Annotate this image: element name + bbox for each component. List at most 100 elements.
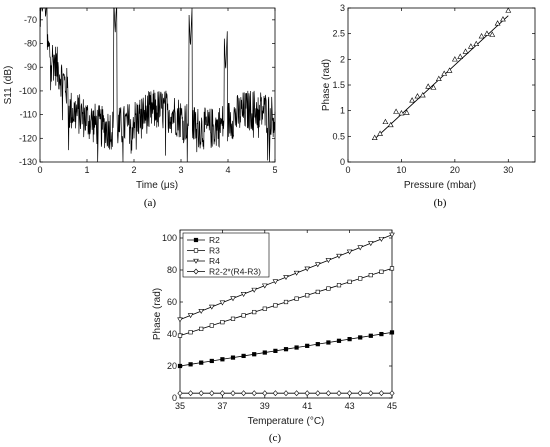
panel-c-marker	[252, 309, 257, 315]
panel-b-x-axis-label: Pressure (mbar)	[404, 180, 476, 191]
panel-b-data-point	[457, 53, 464, 59]
panel-c-marker	[251, 287, 258, 293]
panel-c-marker	[273, 348, 278, 353]
panel-c-marker	[315, 342, 320, 347]
panel-c-marker	[188, 362, 193, 367]
panel-a-y-tick-label: -120	[19, 133, 37, 143]
panel-c-marker	[262, 350, 267, 355]
panel-b-y-tick-label: 0.5	[332, 131, 345, 141]
panel-c-marker	[389, 266, 395, 271]
panel-c-marker	[240, 292, 247, 297]
panel-c-marker	[177, 317, 183, 323]
legend-marker	[193, 248, 199, 253]
panel-c-x-tick-label: 43	[345, 401, 355, 411]
panel-c-marker	[199, 326, 204, 331]
panel-c-marker	[241, 390, 247, 397]
panel-c-marker	[230, 316, 236, 321]
panel-c-marker	[272, 390, 278, 397]
panel-c-y-tick-label: 20	[167, 361, 177, 371]
panel-b-data-point	[462, 48, 469, 54]
panel-c-marker	[177, 390, 183, 397]
panel-c-marker	[346, 249, 353, 255]
panel-b-fit-line	[374, 15, 509, 140]
panel-a-x-tick-label: 1	[84, 165, 89, 175]
panel-c-series-R3	[177, 266, 395, 338]
panel-b-data-point	[414, 93, 421, 99]
panel-c-marker	[305, 293, 310, 298]
panel-c-marker	[209, 358, 214, 364]
panel-a-y-tick-label: -110	[20, 110, 37, 120]
legend-marker	[193, 268, 199, 275]
panel-b-y-tick-label: 3	[340, 3, 345, 13]
panel-c-marker	[358, 276, 363, 281]
panel-a-x-tick-label: 3	[178, 165, 183, 175]
panel-c-marker	[336, 390, 342, 397]
panel-c-marker	[283, 275, 289, 281]
panel-c-marker	[272, 279, 279, 285]
panel-b-data-point	[505, 7, 512, 13]
panel-c-marker	[304, 266, 311, 272]
panel-b-y-tick-label: 2	[340, 54, 345, 64]
panel-a-s11-time-plot: 0 1 2 3 4 5 -70 -80 -90 -100 -110 -120 -130 Time (μs…	[3, 7, 278, 209]
panel-c-marker	[252, 352, 257, 357]
panel-c-marker	[177, 333, 183, 338]
panel-b-data-point	[430, 84, 437, 90]
panel-a-x-tick-label: 0	[37, 165, 42, 175]
panel-c-marker	[389, 232, 395, 238]
panel-c-marker	[389, 390, 395, 397]
panel-c-marker	[314, 262, 321, 268]
panel-a-y-tick-label: -100	[19, 86, 37, 96]
panel-a-x-tick-label: 5	[272, 165, 277, 175]
panel-c-marker	[209, 390, 215, 397]
panel-b-data-point	[435, 75, 442, 81]
panel-c-x-tick-label: 35	[175, 401, 185, 411]
panel-c-marker	[219, 300, 226, 306]
panel-c-marker	[208, 304, 215, 310]
legend-marker	[193, 258, 199, 264]
panel-c-marker	[283, 390, 289, 397]
panel-b-data-point	[494, 20, 501, 26]
panel-c-marker	[315, 289, 320, 295]
panel-b-data-point	[371, 134, 378, 140]
panel-c-marker	[357, 245, 364, 251]
legend-marker	[193, 237, 199, 243]
panel-c-x-tick-label: 39	[260, 401, 270, 411]
panel-c-marker	[389, 330, 395, 335]
panel-b-data-point	[478, 33, 485, 39]
panel-c-marker	[251, 390, 257, 397]
panel-c-marker	[325, 390, 331, 397]
panel-c-x-axis-label: Temperature (°C)	[248, 416, 325, 427]
panel-b-y-axis-label: Phase (rad)	[321, 59, 332, 111]
panel-c-marker	[198, 309, 205, 314]
panel-c-series-R2	[177, 330, 395, 369]
panel-b-data-point	[403, 109, 410, 115]
panel-c-caption: (c)	[269, 432, 282, 444]
panel-b-data-point	[489, 31, 496, 37]
panel-c-x-tick-label: 45	[387, 401, 397, 411]
panel-a-x-axis-label: Time (μs)	[136, 180, 178, 191]
panel-c-marker	[209, 323, 214, 328]
panel-c-series-R2-2*(R4-R3)	[177, 390, 395, 397]
panel-b-caption: (b)	[434, 197, 447, 209]
panel-c-marker	[368, 390, 374, 397]
panel-c-phase-temperature-plot: 35 37 39 41 43 45 0 20 40 60 80 100 R2R3R4R2-2*(R4-…	[152, 229, 397, 444]
panel-b-x-tick-label: 0	[345, 165, 350, 175]
panel-b-data-point	[409, 97, 416, 103]
panel-c-marker	[378, 390, 384, 397]
legend-label: R2-2*(R4-R3)	[209, 267, 261, 277]
panel-c-marker	[262, 306, 267, 311]
panel-c-marker	[177, 363, 183, 369]
panel-c-marker	[379, 331, 384, 337]
panel-b-data-point	[484, 30, 490, 36]
panel-c-y-axis-label: Phase (rad)	[152, 288, 163, 340]
panel-c-marker	[261, 283, 268, 289]
panel-c-x-tick-label: 41	[302, 401, 312, 411]
panel-c-marker	[336, 253, 342, 259]
panel-c-marker	[262, 390, 268, 397]
panel-a-y-tick-label: -130	[19, 157, 37, 167]
legend-label: R4	[209, 256, 220, 266]
panel-c-marker	[368, 333, 373, 338]
panel-b-data-point	[467, 43, 474, 49]
panel-c-marker	[358, 335, 363, 340]
